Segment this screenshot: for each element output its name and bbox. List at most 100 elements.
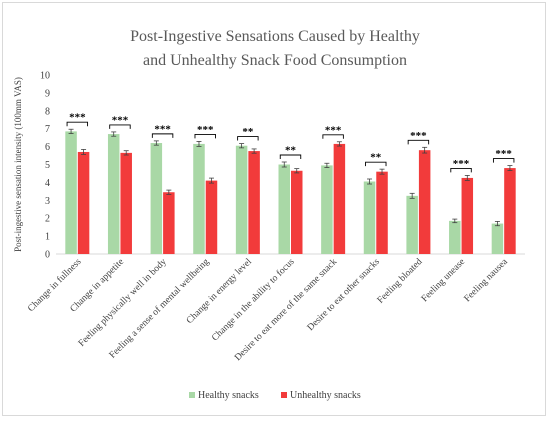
bar-healthy bbox=[321, 165, 333, 254]
y-tick-label: 3 bbox=[45, 196, 50, 207]
error-bar-healthy bbox=[68, 128, 74, 134]
bar-unhealthy bbox=[205, 180, 218, 254]
significance-bracket: *** bbox=[492, 148, 515, 163]
bar-healthy bbox=[278, 164, 290, 254]
y-tick-label: 9 bbox=[45, 88, 50, 99]
error-bar-healthy bbox=[324, 162, 330, 168]
category-label: Feeling bloated bbox=[376, 257, 425, 306]
significance-label: *** bbox=[69, 112, 86, 124]
significance-label: *** bbox=[325, 124, 342, 136]
bar-healthy bbox=[406, 195, 418, 254]
chart: Post-Ingestive Sensations Caused by Heal… bbox=[13, 28, 525, 401]
bar-unhealthy bbox=[376, 171, 388, 254]
bar-unhealthy bbox=[461, 177, 474, 254]
error-bar-healthy bbox=[196, 141, 202, 147]
y-tick-label: 7 bbox=[45, 124, 50, 135]
chart-title-line-1: Post-Ingestive Sensations Caused by Heal… bbox=[130, 28, 420, 45]
category-label: Desire to eat other snacks bbox=[306, 257, 382, 333]
bracket-line bbox=[151, 133, 174, 138]
bar-unhealthy bbox=[120, 152, 132, 254]
y-tick-label: 8 bbox=[45, 106, 50, 117]
error-bar-unhealthy bbox=[379, 168, 385, 175]
chart-frame: Post-Ingestive Sensations Caused by Heal… bbox=[2, 2, 546, 416]
bracket-line bbox=[492, 158, 515, 163]
bar-healthy bbox=[449, 220, 461, 254]
y-tick-label: 10 bbox=[40, 71, 50, 82]
error-bar-unhealthy bbox=[336, 141, 342, 147]
bar-healthy bbox=[65, 131, 77, 254]
significance-bracket: *** bbox=[407, 130, 430, 145]
legend: Healthy snacks Unhealthy snacks bbox=[189, 390, 361, 401]
category-label: Feeling unease bbox=[420, 257, 467, 304]
bar-unhealthy bbox=[77, 151, 90, 254]
y-tick-label: 1 bbox=[45, 232, 50, 243]
error-bar-unhealthy bbox=[251, 148, 257, 154]
category-label: Change in the ability to focus bbox=[210, 256, 297, 343]
bracket-line bbox=[365, 161, 387, 167]
significance-bracket: *** bbox=[151, 123, 174, 138]
error-bar-healthy bbox=[494, 221, 500, 227]
error-bar-healthy bbox=[409, 192, 415, 199]
bar-unhealthy bbox=[333, 143, 346, 254]
bracket-line bbox=[450, 167, 472, 173]
significance-label: ** bbox=[285, 144, 297, 156]
significance-label: *** bbox=[495, 148, 512, 160]
significance-label: *** bbox=[410, 130, 427, 142]
error-bar-healthy bbox=[153, 140, 159, 146]
error-bar-unhealthy bbox=[81, 149, 87, 155]
significance-bracket: *** bbox=[194, 124, 216, 139]
significance-bracket: *** bbox=[450, 158, 472, 173]
y-tick-label: 0 bbox=[45, 250, 50, 261]
significance-label: *** bbox=[453, 158, 470, 170]
bracket-line bbox=[322, 134, 344, 139]
significance-label: *** bbox=[197, 124, 214, 136]
significance-bracket: ** bbox=[237, 126, 259, 141]
error-bar-unhealthy bbox=[123, 150, 129, 156]
legend-item: Unhealthy snacks bbox=[281, 390, 361, 401]
error-bar-healthy bbox=[452, 218, 458, 224]
y-tick-label: 4 bbox=[45, 178, 50, 189]
bracket-line bbox=[109, 124, 131, 129]
legend-swatch bbox=[281, 392, 287, 398]
legend-swatch bbox=[189, 392, 195, 398]
y-tick-label: 2 bbox=[45, 214, 50, 225]
significance-label: *** bbox=[154, 123, 171, 135]
category-label: Feeling physically well in body bbox=[77, 257, 169, 349]
bar-unhealthy bbox=[291, 170, 303, 254]
error-bar-unhealthy bbox=[208, 177, 214, 184]
bracket-line bbox=[237, 136, 259, 141]
bar-healthy bbox=[235, 145, 248, 254]
error-bar-unhealthy bbox=[422, 146, 428, 154]
error-bar-unhealthy bbox=[294, 168, 300, 174]
bar-unhealthy bbox=[163, 192, 175, 254]
bracket-line bbox=[66, 121, 89, 127]
error-bar-unhealthy bbox=[166, 189, 172, 195]
bar-unhealthy bbox=[248, 151, 260, 254]
error-bar-healthy bbox=[111, 131, 117, 137]
error-bar-healthy bbox=[239, 143, 245, 149]
significance-bracket: ** bbox=[365, 152, 387, 167]
significance-bracket: *** bbox=[66, 112, 89, 127]
bar-healthy bbox=[107, 134, 120, 254]
legend-label: Healthy snacks bbox=[198, 390, 259, 401]
error-bar-healthy bbox=[281, 161, 287, 168]
significance-label: ** bbox=[242, 126, 254, 138]
category-label: Feeling nausea bbox=[463, 256, 511, 304]
legend-label: Unhealthy snacks bbox=[290, 390, 361, 401]
bar-healthy bbox=[193, 143, 205, 254]
bar-healthy bbox=[150, 143, 163, 254]
bar-unhealthy bbox=[504, 168, 516, 254]
significance-bracket: ** bbox=[279, 144, 302, 159]
error-bar-unhealthy bbox=[507, 165, 513, 171]
y-axis-label: Post-ingestive sensation intensity (100m… bbox=[13, 77, 23, 252]
chart-title-line-2: and Unhealthy Snack Food Consumption bbox=[143, 52, 407, 69]
legend-item: Healthy snacks bbox=[189, 390, 259, 401]
bracket-line bbox=[407, 139, 430, 145]
bracket-line bbox=[279, 154, 302, 159]
y-tick-label: 6 bbox=[45, 142, 50, 153]
bracket-line bbox=[194, 133, 216, 139]
significance-label: *** bbox=[112, 114, 129, 126]
error-bar-unhealthy bbox=[464, 175, 470, 181]
significance-label: ** bbox=[370, 152, 382, 164]
significance-bracket: *** bbox=[322, 124, 344, 139]
